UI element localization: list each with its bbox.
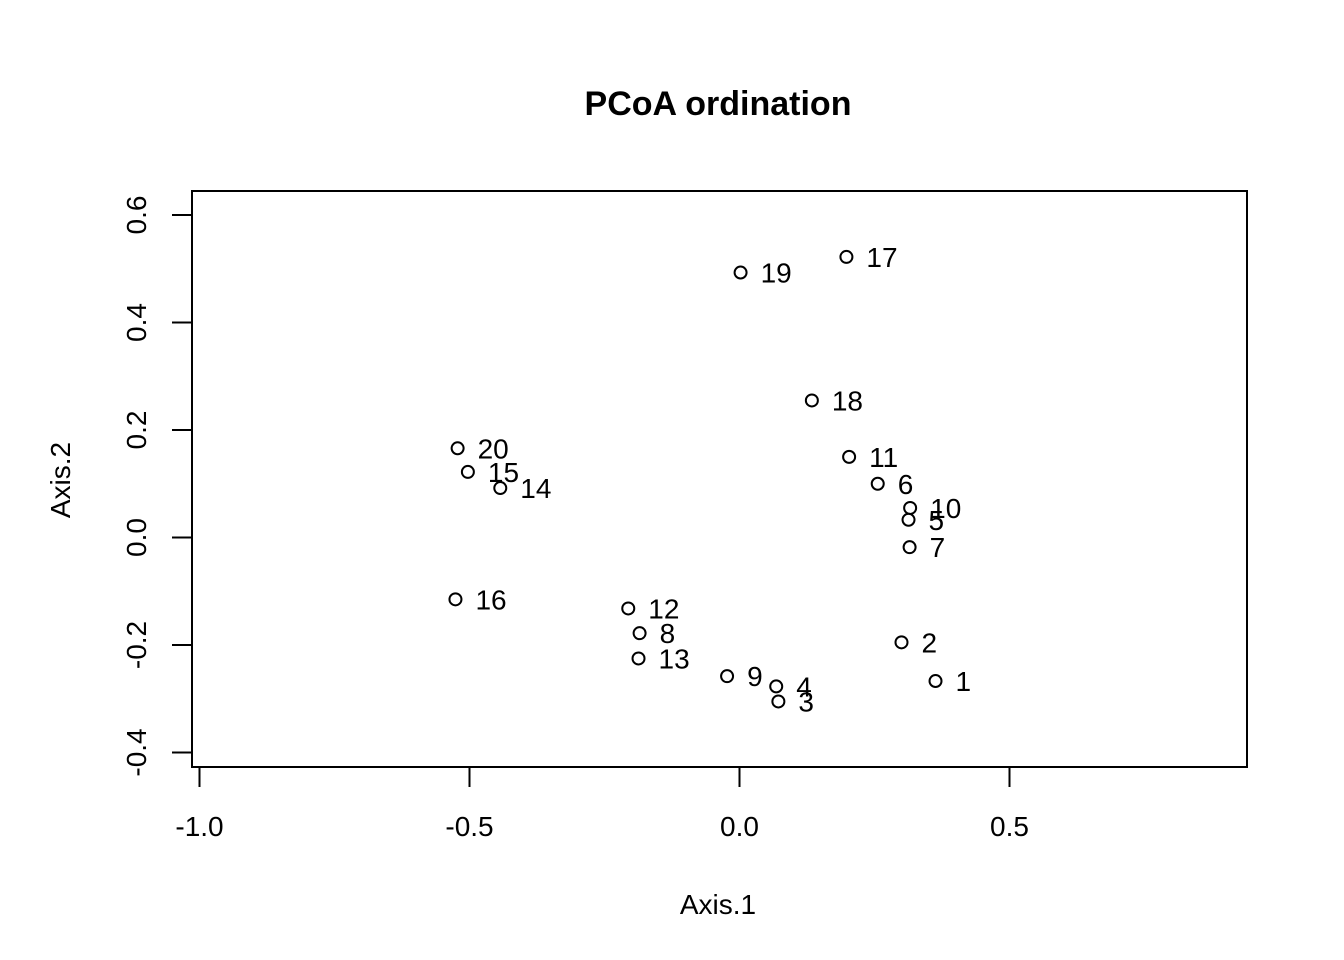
x-axis-label: Axis.1 (680, 889, 756, 920)
y-tick-label: -0.4 (121, 728, 152, 776)
data-point-label: 8 (660, 618, 676, 649)
data-point (771, 694, 786, 709)
data-point (450, 441, 465, 456)
data-point-label: 12 (648, 593, 679, 624)
y-tick-label: 0.4 (121, 303, 152, 342)
data-point (448, 592, 463, 607)
y-tick-label: 0.2 (121, 411, 152, 450)
data-point-label: 20 (478, 433, 509, 464)
data-point-label: 18 (832, 385, 863, 416)
y-tick-label: -0.2 (121, 621, 152, 669)
data-point-label: 1 (956, 666, 972, 697)
data-point (621, 601, 636, 616)
data-point (632, 626, 647, 641)
data-point (631, 651, 646, 666)
data-point (894, 635, 909, 650)
y-axis-label: Axis.2 (45, 442, 76, 518)
chart-title: PCoA ordination (585, 85, 852, 123)
y-axis: -0.4 -0.2 0.0 0.2 0.4 0.6 (121, 196, 193, 777)
data-point-label: 5 (929, 505, 945, 536)
data-point-label: 16 (475, 584, 506, 615)
data-point (902, 540, 917, 555)
data-point-label: 17 (866, 242, 897, 273)
x-tick-label: -1.0 (175, 811, 223, 842)
y-tick-label: 0.0 (121, 518, 152, 557)
data-point-label: 19 (761, 258, 792, 289)
data-point (493, 481, 508, 496)
x-tick-label: 0.5 (990, 811, 1029, 842)
x-tick-label: 0.0 (720, 811, 759, 842)
data-point-label: 3 (798, 686, 814, 717)
data-point-label: 2 (922, 627, 938, 658)
data-point-label: 4 (796, 671, 812, 702)
data-point-label: 13 (659, 643, 690, 674)
data-point-label: 10 (930, 493, 961, 524)
data-point (804, 393, 819, 408)
data-point (870, 476, 885, 491)
data-point-label: 6 (898, 469, 914, 500)
y-tick-label: 0.6 (121, 196, 152, 235)
data-point (720, 669, 735, 684)
data-point (769, 679, 784, 694)
data-point (842, 449, 857, 464)
data-point (928, 674, 943, 689)
data-point-label: 15 (488, 457, 519, 488)
data-point (839, 249, 854, 264)
x-tick-label: -0.5 (445, 811, 493, 842)
data-point-label: 11 (869, 442, 898, 473)
data-point (460, 464, 475, 479)
data-point (903, 500, 918, 515)
data-point-label: 14 (520, 473, 551, 504)
data-point (733, 265, 748, 280)
x-axis: -1.0 -0.5 0.0 0.5 (175, 766, 1029, 842)
data-point-label: 9 (747, 661, 763, 692)
data-point-label: 7 (930, 532, 946, 563)
